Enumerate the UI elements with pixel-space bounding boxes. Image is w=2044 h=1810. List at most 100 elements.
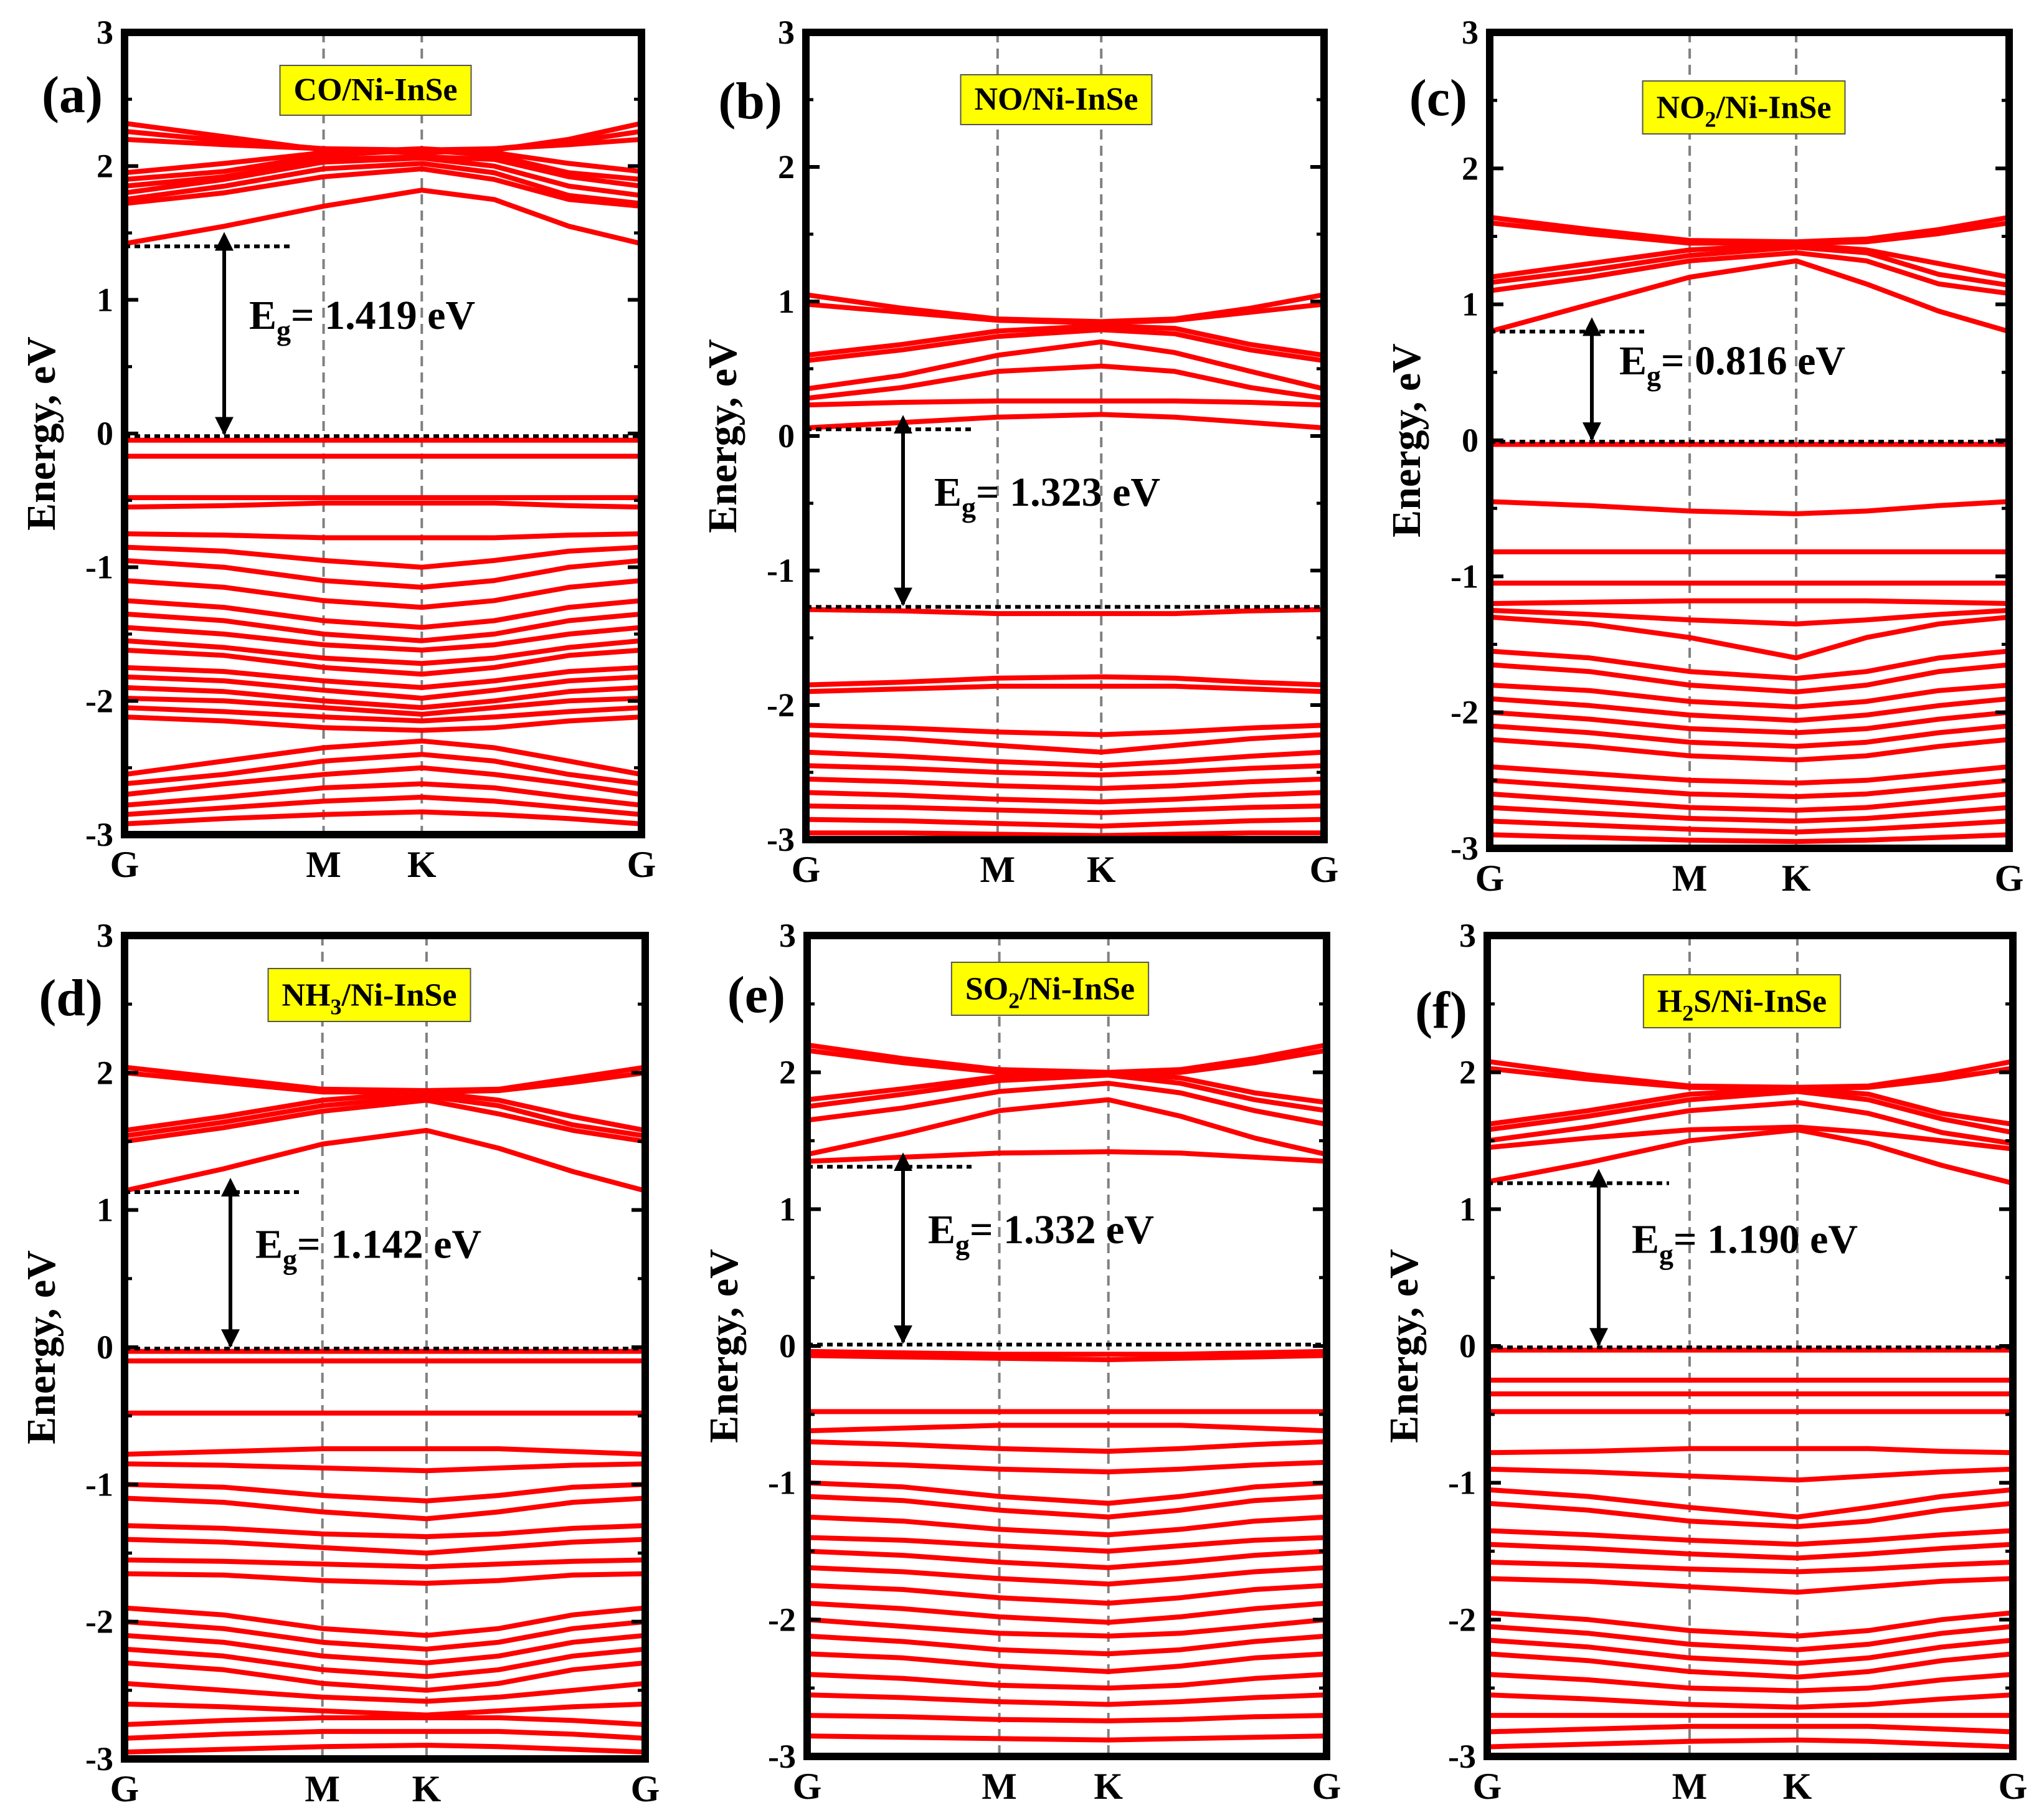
conduction-band-2 (806, 323, 1324, 358)
valence-band-12 (125, 1619, 645, 1652)
valence-band-12 (1490, 723, 2009, 749)
conduction-band-3 (1487, 1089, 2013, 1135)
panel-title: NO2/Ni-InSe (1657, 90, 1832, 132)
conduction-band-2 (1487, 1086, 2013, 1127)
valence-band-10 (807, 1548, 1327, 1570)
x-tick-label-M: M (980, 849, 1016, 890)
bands (125, 1064, 645, 1755)
valence-band-19 (1490, 832, 2009, 845)
x-tick-label-G: G (793, 1766, 822, 1807)
x-tick-label-G: G (1475, 858, 1505, 899)
gap-value: = 1.332 eV (970, 1207, 1154, 1253)
y-tick-label: 3 (779, 917, 796, 954)
conduction-band-8 (125, 166, 641, 209)
valence-band-12 (1487, 1610, 2013, 1639)
x-tick-label-K: K (1094, 1766, 1123, 1807)
gap-subscript: g (1659, 1238, 1673, 1270)
valence-band-8 (1487, 1528, 2013, 1547)
y-axis-label: Energy, eV (19, 1250, 64, 1444)
y-tick-label: -3 (1450, 830, 1479, 867)
y-tick-label: -2 (85, 682, 113, 719)
valence-band-9 (125, 1557, 645, 1570)
y-axis-label: Energy, eV (19, 336, 64, 531)
valence-band-9 (1490, 683, 2009, 709)
title-text: /Ni-InSe (1019, 972, 1135, 1007)
valence-band-7 (125, 578, 641, 610)
bands (806, 292, 1324, 838)
y-tick-label: -1 (767, 552, 795, 589)
valence-band-9 (806, 803, 1324, 815)
y-tick-label: 0 (778, 417, 795, 455)
valence-band-11 (807, 1565, 1327, 1587)
y-tick-label: 1 (97, 281, 113, 318)
x-tick-label-G: G (792, 849, 821, 890)
valence-band-6 (1487, 1487, 2013, 1520)
valence-band-8 (1490, 662, 2009, 694)
band-panel-a: -3 -2 -1 0 1 2 3 G M K G Energy, eV (a) CO/Ni-InSe Eg=… (19, 14, 656, 885)
valence-band-10 (125, 625, 641, 653)
valence-band-1 (807, 1353, 1327, 1362)
valence-band-15 (1487, 1651, 2013, 1680)
valence-band-4 (1487, 1446, 2013, 1456)
x-tick-label-K: K (1782, 858, 1811, 899)
x-tick-label-G: G (1473, 1766, 1502, 1807)
x-tick-label-G: G (110, 1768, 140, 1809)
gap-symbol: E (928, 1207, 955, 1253)
y-tick-label: 3 (1459, 917, 1476, 954)
panel-title-box (279, 65, 472, 116)
title-subscript: 2 (1705, 107, 1716, 132)
valence-band-18 (1490, 818, 2009, 835)
title-subscript: 3 (331, 995, 342, 1020)
y-tick-label: 3 (1462, 14, 1479, 51)
conduction-band-5 (1487, 1124, 2013, 1152)
conduction-band-5 (807, 1097, 1327, 1157)
x-tick-label-K: K (1783, 1766, 1812, 1807)
x-tick-label-G: G (627, 844, 656, 885)
valence-band-10 (125, 1571, 645, 1586)
valence-band-13 (807, 1601, 1327, 1625)
title-subscript: 2 (1682, 1001, 1693, 1026)
x-tick-label-G: G (631, 1768, 660, 1809)
conduction-band-4 (125, 147, 641, 182)
x-tick-label-M: M (306, 844, 341, 885)
valence-band-5 (1487, 1466, 2013, 1483)
valence-band-21 (125, 765, 641, 797)
valence-band-16 (125, 696, 641, 717)
valence-band-19 (807, 1713, 1327, 1723)
y-tick-label: -2 (768, 1601, 796, 1638)
conduction-band-5 (125, 1127, 645, 1193)
title-text: NO/Ni-InSe (975, 82, 1138, 117)
bands (1487, 1059, 2013, 1750)
gap-symbol: E (1619, 338, 1647, 384)
x-tick-label-K: K (407, 844, 437, 885)
valence-band-15 (1490, 777, 2009, 799)
valence-band-0 (806, 607, 1324, 617)
conduction-band-3 (806, 327, 1324, 363)
valence-band-19 (125, 1728, 645, 1741)
valence-band-19 (1487, 1723, 2013, 1735)
valence-band-20 (125, 1743, 645, 1755)
valence-band-5 (125, 1482, 645, 1504)
y-tick-label: 2 (1462, 149, 1479, 187)
title-text: CO/Ni-InSe (294, 72, 458, 108)
band-gap-label: Eg= 1.190 eV (1632, 1216, 1858, 1270)
valence-band-6 (807, 1480, 1327, 1506)
x-tick-label-G: G (1995, 858, 2024, 899)
conduction-band-3 (125, 1093, 645, 1139)
valence-band-14 (1490, 764, 2009, 786)
panel-letter: (a) (42, 66, 103, 124)
valence-band-3 (125, 1446, 645, 1457)
valence-band-4 (1490, 598, 2009, 606)
valence-band-8 (125, 1537, 645, 1556)
y-tick-label: -1 (768, 1464, 796, 1502)
y-tick-label: 1 (97, 1192, 113, 1229)
gap-symbol: E (1632, 1216, 1659, 1262)
y-tick-label: 0 (1462, 422, 1479, 459)
y-tick-label: 2 (97, 148, 113, 185)
valence-band-8 (125, 598, 641, 630)
valence-band-9 (1487, 1542, 2013, 1561)
title-text: H (1657, 984, 1682, 1020)
valence-band-3 (807, 1423, 1327, 1434)
